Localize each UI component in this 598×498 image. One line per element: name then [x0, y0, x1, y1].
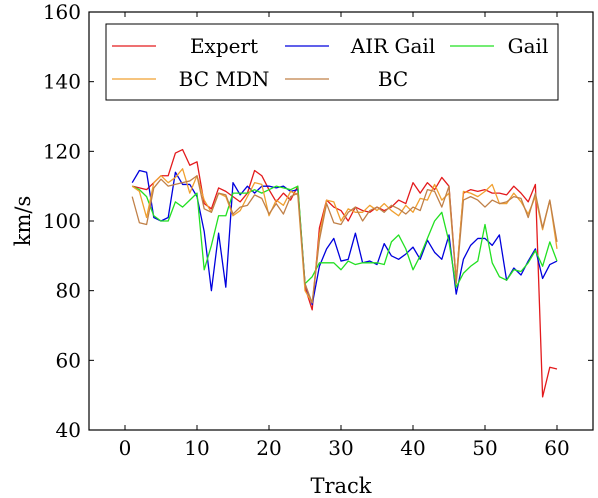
x-tick-label: 60 [544, 436, 569, 460]
legend-box [105, 23, 559, 101]
x-tick-label: 20 [256, 436, 281, 460]
y-tick-label: 100 [43, 209, 81, 233]
x-tick-label: 50 [472, 436, 497, 460]
tick-layer [89, 11, 593, 431]
series-line-bc-mdn [131, 168, 558, 304]
x-tick-label: 10 [184, 436, 209, 460]
legend-label-bc: BC [378, 67, 408, 91]
series-line-bc [131, 175, 558, 304]
series-layer [131, 148, 558, 398]
legend-label-gail: Gail [508, 34, 549, 58]
x-tick-label: 40 [400, 436, 425, 460]
y-tick-label: 160 [43, 0, 81, 24]
legend-label-air-gail: AIR Gail [350, 34, 435, 58]
tick-label-layer: 0 10 20 30 40 50 60 40 60 80 100 120 140 160 [43, 0, 570, 460]
x-tick-label: 0 [119, 436, 132, 460]
y-tick-label: 80 [56, 279, 81, 303]
x-axis-label: Track [310, 474, 371, 498]
legend-label-bc-mdn: BC MDN [179, 67, 270, 91]
legend: Expert AIR Gail Gail BC MDN BC [105, 23, 559, 101]
series-line-gail [131, 185, 558, 288]
y-tick-label: 60 [56, 348, 81, 372]
y-tick-label: 140 [43, 70, 81, 94]
legend-label-expert: Expert [190, 34, 258, 58]
x-tick-label: 30 [328, 436, 353, 460]
y-tick-label: 40 [56, 418, 81, 442]
y-tick-label: 120 [43, 139, 81, 163]
series-line-air-gail [131, 169, 558, 306]
y-axis-label: km/s [11, 196, 35, 247]
